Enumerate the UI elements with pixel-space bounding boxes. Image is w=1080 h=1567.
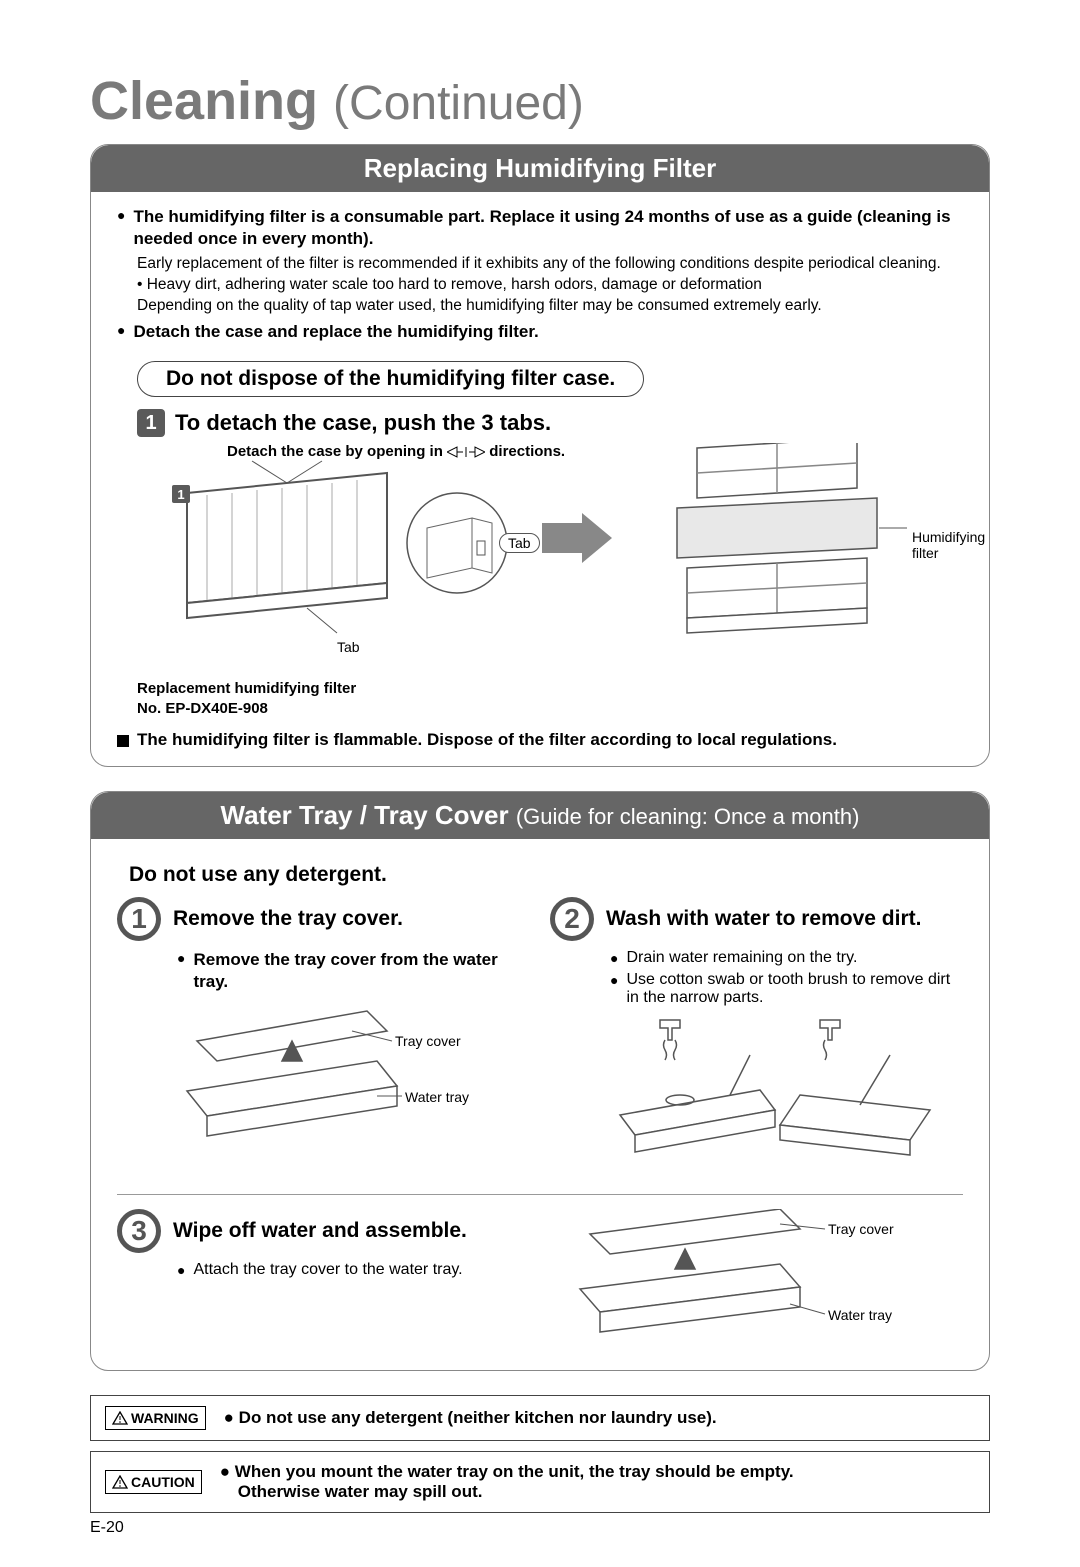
step-badge-1: 1 bbox=[137, 409, 165, 437]
tray-cover-label-2: Tray cover bbox=[828, 1221, 894, 1237]
detach-note2: directions. bbox=[489, 443, 565, 460]
bullet-icon: ● bbox=[610, 949, 618, 969]
circle-1: 1 bbox=[117, 897, 161, 941]
s1-sub3: Depending on the quality of tap water us… bbox=[137, 296, 963, 317]
section-filter-replacement: Replacing Humidifying Filter ● The humid… bbox=[90, 144, 990, 767]
bullet-icon: ● bbox=[610, 971, 618, 991]
bullet-icon: ● bbox=[117, 321, 125, 341]
bullet-icon: ● bbox=[177, 1261, 185, 1281]
s1-b2: Detach the case and replace the humidify… bbox=[133, 321, 538, 343]
s3-b1: Attach the tray cover to the water tray. bbox=[193, 1261, 462, 1279]
title-main: Cleaning bbox=[90, 71, 318, 131]
circle-2: 2 bbox=[550, 897, 594, 941]
filter-diagram: Detach the case by opening in directions… bbox=[147, 443, 963, 673]
warning-label-text: WARNING bbox=[131, 1410, 199, 1426]
part-no-1: Replacement humidifying filter bbox=[137, 679, 963, 699]
s2-header-main: Water Tray / Tray Cover bbox=[221, 800, 509, 830]
step-title: To detach the case, push the 3 tabs. bbox=[175, 410, 551, 436]
no-detergent-text: Do not use any detergent. bbox=[129, 863, 963, 887]
s2-header-sub: (Guide for cleaning: Once a month) bbox=[516, 804, 860, 829]
warning-label: WARNING bbox=[105, 1406, 206, 1430]
arrows-icon bbox=[447, 445, 485, 459]
section1-header: Replacing Humidifying Filter bbox=[91, 145, 989, 192]
part-no-2: No. EP-DX40E-908 bbox=[137, 699, 963, 719]
s3-title: Wipe off water and assemble. bbox=[173, 1219, 467, 1243]
caution-text: ● When you mount the water tray on the u… bbox=[220, 1462, 794, 1502]
svg-text:1: 1 bbox=[177, 487, 184, 502]
s2-b1: Drain water remaining on the try. bbox=[626, 949, 857, 967]
detach-note: Detach the case by opening in bbox=[227, 443, 443, 460]
s1-b1: Remove the tray cover from the water tra… bbox=[193, 949, 530, 993]
tray-diagram-1: Tray cover Water tray bbox=[177, 1001, 530, 1166]
divider bbox=[117, 1194, 963, 1195]
step-1: 1 Remove the tray cover. ● Remove the tra… bbox=[117, 897, 530, 1180]
s1-sub2: • Heavy dirt, adhering water scale too h… bbox=[137, 275, 963, 296]
circle-3: 3 bbox=[117, 1209, 161, 1253]
warning-text: ● Do not use any detergent (neither kitc… bbox=[224, 1408, 717, 1428]
caution-text-2: Otherwise water may spill out. bbox=[238, 1482, 483, 1501]
warning-icon bbox=[112, 1411, 128, 1425]
s1-sub1: Early replacement of the filter is recom… bbox=[137, 254, 963, 275]
step-3: 3 Wipe off water and assemble. ● Attach t… bbox=[117, 1209, 530, 1354]
step-2: 2 Wash with water to remove dirt. ● Drain… bbox=[550, 897, 963, 1180]
s1-title: Remove the tray cover. bbox=[173, 907, 403, 931]
s2-title: Wash with water to remove dirt. bbox=[606, 907, 921, 931]
bullet-icon: ● bbox=[117, 206, 125, 226]
tab-label-2: Tab bbox=[337, 639, 360, 655]
warning-box: WARNING ● Do not use any detergent (neit… bbox=[90, 1395, 990, 1441]
title-sub: (Continued) bbox=[333, 77, 584, 130]
tray-cover-label-1: Tray cover bbox=[395, 1033, 461, 1049]
section-water-tray: Water Tray / Tray Cover (Guide for clean… bbox=[90, 791, 990, 1371]
tray-diagram-2 bbox=[610, 1015, 963, 1180]
filter-illustration: 1 bbox=[147, 443, 967, 643]
caution-box: CAUTION ● When you mount the water tray … bbox=[90, 1451, 990, 1513]
tab-label-1: Tab bbox=[499, 533, 540, 553]
disposal-note: The humidifying filter is flammable. Dis… bbox=[117, 730, 963, 750]
caution-label: CAUTION bbox=[105, 1470, 202, 1494]
step-3-diagram: Tray cover Water tray bbox=[550, 1209, 963, 1354]
caution-label-text: CAUTION bbox=[131, 1474, 195, 1490]
filter-label: Humidifying filter bbox=[912, 529, 985, 561]
s2-b2: Use cotton swab or tooth brush to remove… bbox=[626, 971, 963, 1007]
water-tray-label-2: Water tray bbox=[828, 1307, 892, 1323]
caution-text-1: When you mount the water tray on the uni… bbox=[235, 1462, 794, 1481]
page-number: E-20 bbox=[90, 1519, 990, 1537]
section2-header: Water Tray / Tray Cover (Guide for clean… bbox=[91, 792, 989, 839]
warning-text-content: Do not use any detergent (neither kitche… bbox=[239, 1408, 717, 1427]
pill-note: Do not dispose of the humidifying filter… bbox=[137, 361, 644, 397]
s1-b1: The humidifying filter is a consumable p… bbox=[133, 206, 963, 250]
water-tray-label-1: Water tray bbox=[405, 1089, 469, 1105]
page-title: Cleaning (Continued) bbox=[90, 70, 990, 132]
bullet-icon: ● bbox=[177, 949, 185, 969]
disposal-text: The humidifying filter is flammable. Dis… bbox=[137, 730, 837, 749]
square-bullet-icon bbox=[117, 735, 129, 747]
